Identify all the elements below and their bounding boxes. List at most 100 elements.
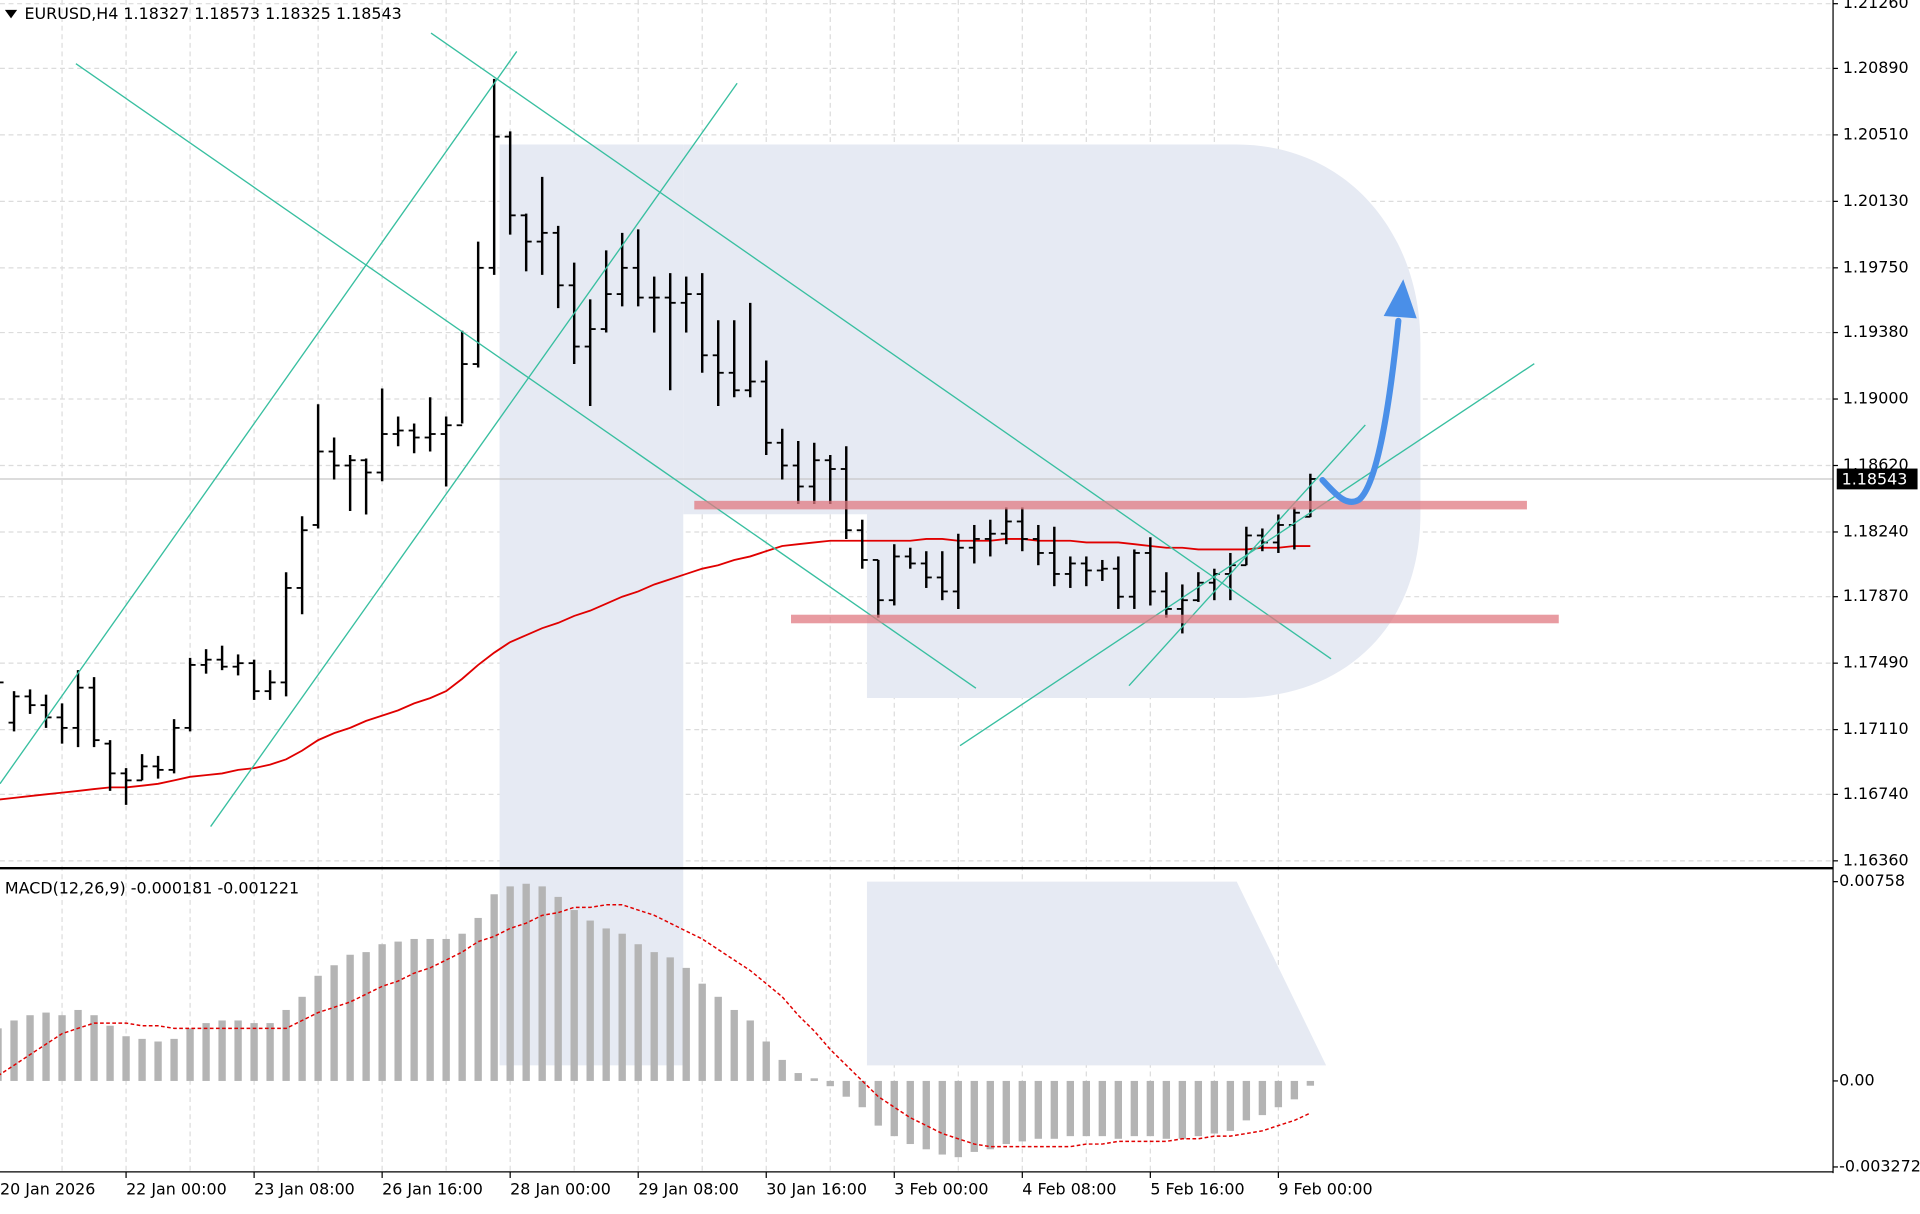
macd-histogram-bar bbox=[154, 1041, 162, 1081]
macd-histogram-bar bbox=[874, 1080, 882, 1126]
x-tick-label: 5 Feb 16:00 bbox=[1150, 1180, 1244, 1199]
last-price-label: 1.18543 bbox=[1842, 470, 1908, 489]
x-tick-label: 26 Jan 16:00 bbox=[382, 1180, 483, 1199]
y-tick-label: 1.18240 bbox=[1843, 521, 1909, 540]
macd-histogram-bar bbox=[298, 996, 306, 1081]
macd-histogram-bar bbox=[458, 933, 466, 1081]
macd-histogram-bar bbox=[474, 917, 482, 1081]
macd-histogram-bar bbox=[730, 1009, 738, 1081]
macd-signal-line bbox=[0, 904, 1311, 1148]
y-tick-label: 1.19380 bbox=[1843, 322, 1909, 341]
macd-histogram-bar bbox=[1306, 1080, 1315, 1086]
macd-histogram-bar bbox=[202, 1023, 210, 1081]
trend-lines bbox=[0, 32, 1559, 827]
macd-header: MACD(12,26,9) -0.000181 -0.001221 bbox=[5, 879, 299, 898]
macd-histogram-bar bbox=[650, 952, 658, 1081]
macd-pane bbox=[0, 883, 1315, 1158]
macd-histogram-bar bbox=[138, 1038, 146, 1081]
macd-histogram-bar bbox=[698, 983, 706, 1081]
y-tick-label: 1.17870 bbox=[1843, 586, 1909, 605]
macd-histogram-bar bbox=[1210, 1080, 1219, 1134]
macd-histogram-bar bbox=[58, 1015, 66, 1081]
macd-histogram-bar bbox=[74, 1009, 82, 1081]
y-tick-label: 1.17490 bbox=[1843, 653, 1909, 672]
macd-histogram-bar bbox=[330, 965, 338, 1081]
macd-histogram-bar bbox=[602, 928, 610, 1081]
macd-histogram-bar bbox=[442, 938, 450, 1081]
macd-histogram-bar bbox=[122, 1036, 130, 1081]
trend-line bbox=[0, 51, 518, 785]
macd-histogram-bar bbox=[714, 996, 722, 1081]
macd-histogram-bar bbox=[1242, 1080, 1251, 1121]
macd-histogram-bar bbox=[890, 1080, 898, 1137]
x-tick-label: 23 Jan 08:00 bbox=[254, 1180, 355, 1199]
last-price-box bbox=[1836, 468, 1918, 490]
macd-histogram-bar bbox=[1290, 1080, 1299, 1100]
macd-histogram-bar bbox=[42, 1012, 50, 1081]
trend-line bbox=[1128, 424, 1366, 687]
resistance-zone bbox=[694, 500, 1527, 510]
macd-histogram-bar bbox=[538, 886, 546, 1081]
macd-histogram-bar bbox=[490, 894, 498, 1081]
macd-histogram-bar bbox=[1162, 1080, 1171, 1139]
macd-histogram-bar bbox=[10, 1020, 18, 1081]
y-tick-label: -0.003272 bbox=[1839, 1156, 1920, 1175]
macd-histogram-bar bbox=[506, 886, 514, 1081]
x-tick-label: 20 Jan 2026 bbox=[0, 1180, 95, 1199]
macd-histogram-bar bbox=[362, 952, 370, 1081]
macd-histogram-bar bbox=[1018, 1080, 1026, 1142]
macd-histogram-bar bbox=[378, 944, 386, 1081]
x-tick-label: 3 Feb 00:00 bbox=[894, 1180, 988, 1199]
macd-histogram-bar bbox=[954, 1080, 962, 1158]
macd-histogram-bar bbox=[778, 1059, 786, 1081]
macd-histogram-bar bbox=[394, 941, 402, 1081]
macd-histogram-bar bbox=[634, 944, 642, 1081]
moving-average bbox=[0, 537, 1311, 801]
trend-line bbox=[210, 82, 738, 827]
macd-histogram-bar bbox=[922, 1080, 930, 1150]
x-tick-label: 22 Jan 00:00 bbox=[126, 1180, 227, 1199]
macd-histogram-bar bbox=[26, 1015, 34, 1081]
macd-histogram-bar bbox=[106, 1025, 114, 1081]
symbol-menu-icon bbox=[4, 9, 18, 19]
macd-histogram-bar bbox=[1066, 1080, 1074, 1137]
macd-histogram-bar bbox=[1034, 1080, 1042, 1139]
macd-histogram-bar bbox=[826, 1080, 834, 1087]
trend-line bbox=[75, 63, 977, 689]
forecast-arrowhead bbox=[1383, 279, 1417, 319]
macd-histogram-bar bbox=[522, 883, 530, 1081]
macd-histogram-bar bbox=[170, 1038, 178, 1081]
macd-histogram-bar bbox=[1002, 1080, 1010, 1145]
macd-histogram-bar bbox=[746, 1020, 754, 1081]
x-tick-label: 9 Feb 00:00 bbox=[1278, 1180, 1372, 1199]
macd-histogram-bar bbox=[426, 938, 434, 1081]
macd-histogram-bar bbox=[682, 967, 690, 1081]
macd-histogram-bar bbox=[1258, 1080, 1267, 1116]
macd-histogram-bar bbox=[234, 1020, 242, 1081]
macd-histogram-bar bbox=[666, 957, 674, 1081]
macd-histogram-bar bbox=[250, 1023, 258, 1081]
macd-histogram-bar bbox=[218, 1020, 226, 1081]
macd-histogram-bar bbox=[1082, 1080, 1090, 1137]
y-tick-label: 1.17110 bbox=[1843, 719, 1909, 738]
macd-histogram-bar bbox=[810, 1078, 818, 1081]
macd-histogram-bar bbox=[586, 920, 594, 1081]
macd-histogram-bar bbox=[266, 1023, 274, 1081]
macd-histogram-bar bbox=[554, 896, 562, 1081]
chart-header: EURUSD,H4 1.18327 1.18573 1.18325 1.1854… bbox=[24, 4, 401, 23]
y-tick-label: 1.20510 bbox=[1843, 124, 1909, 143]
macd-histogram-bar bbox=[970, 1080, 978, 1152]
support-zone bbox=[791, 614, 1559, 624]
y-tick-label: 1.16360 bbox=[1843, 850, 1909, 869]
macd-histogram-bar bbox=[986, 1080, 994, 1150]
macd-histogram-bar bbox=[794, 1073, 802, 1081]
x-tick-label: 28 Jan 00:00 bbox=[510, 1180, 611, 1199]
y-tick-label: 1.16740 bbox=[1843, 784, 1909, 803]
macd-histogram-bar bbox=[314, 975, 322, 1081]
trend-line bbox=[430, 32, 1332, 660]
x-tick-label: 29 Jan 08:00 bbox=[638, 1180, 739, 1199]
macd-histogram-bar bbox=[1274, 1080, 1283, 1108]
y-tick-label: 1.19000 bbox=[1843, 389, 1909, 408]
